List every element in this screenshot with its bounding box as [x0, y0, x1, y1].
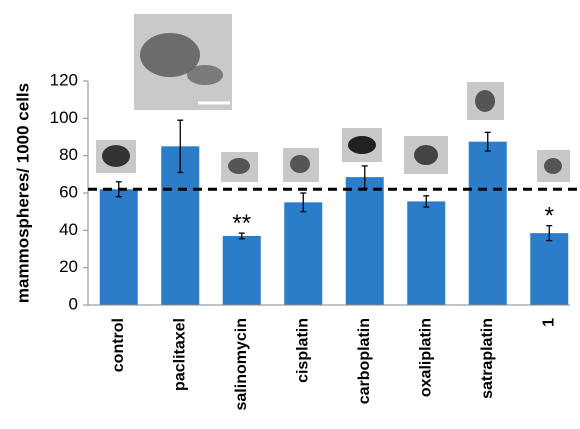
x-tick-label: control — [110, 318, 127, 372]
bar — [407, 201, 446, 305]
y-tick-label: 100 — [50, 108, 78, 127]
y-tick-label: 20 — [59, 257, 78, 276]
micrograph-blob — [544, 158, 562, 174]
bar — [530, 233, 569, 305]
x-tick-label: paclitaxel — [171, 318, 188, 391]
x-tick-label: cisplatin — [294, 318, 311, 383]
micrograph-blob — [290, 155, 310, 173]
y-tick-label: 60 — [59, 182, 78, 201]
micrograph-blob — [348, 136, 376, 154]
micrograph-blob — [414, 145, 438, 165]
x-tick-label: oxaliplatin — [417, 318, 434, 397]
y-axis-label: mammospheres/ 1000 cells — [13, 83, 32, 303]
y-tick-label: 0 — [69, 294, 78, 313]
micrograph-blob — [140, 33, 200, 77]
y-tick-label: 40 — [59, 220, 78, 239]
x-tick-label: carboplatin — [356, 318, 373, 404]
x-tick-label: 1 — [540, 318, 557, 327]
bar — [222, 235, 261, 305]
micrograph-blob — [187, 65, 223, 85]
x-tick-label: salinomycin — [233, 318, 250, 410]
y-tick-label: 80 — [59, 145, 78, 164]
x-tick-label: satraplatin — [479, 318, 496, 399]
bar — [284, 202, 323, 305]
micrograph-blob — [475, 90, 495, 112]
micrograph-blob — [228, 158, 250, 174]
micrographs — [96, 14, 570, 182]
bar — [345, 177, 384, 305]
annotation: ** — [232, 210, 251, 237]
micrograph-blob — [102, 145, 130, 167]
y-tick-label: 120 — [50, 70, 78, 89]
bar — [468, 141, 507, 305]
annotation: * — [545, 203, 554, 230]
bar — [99, 189, 138, 305]
